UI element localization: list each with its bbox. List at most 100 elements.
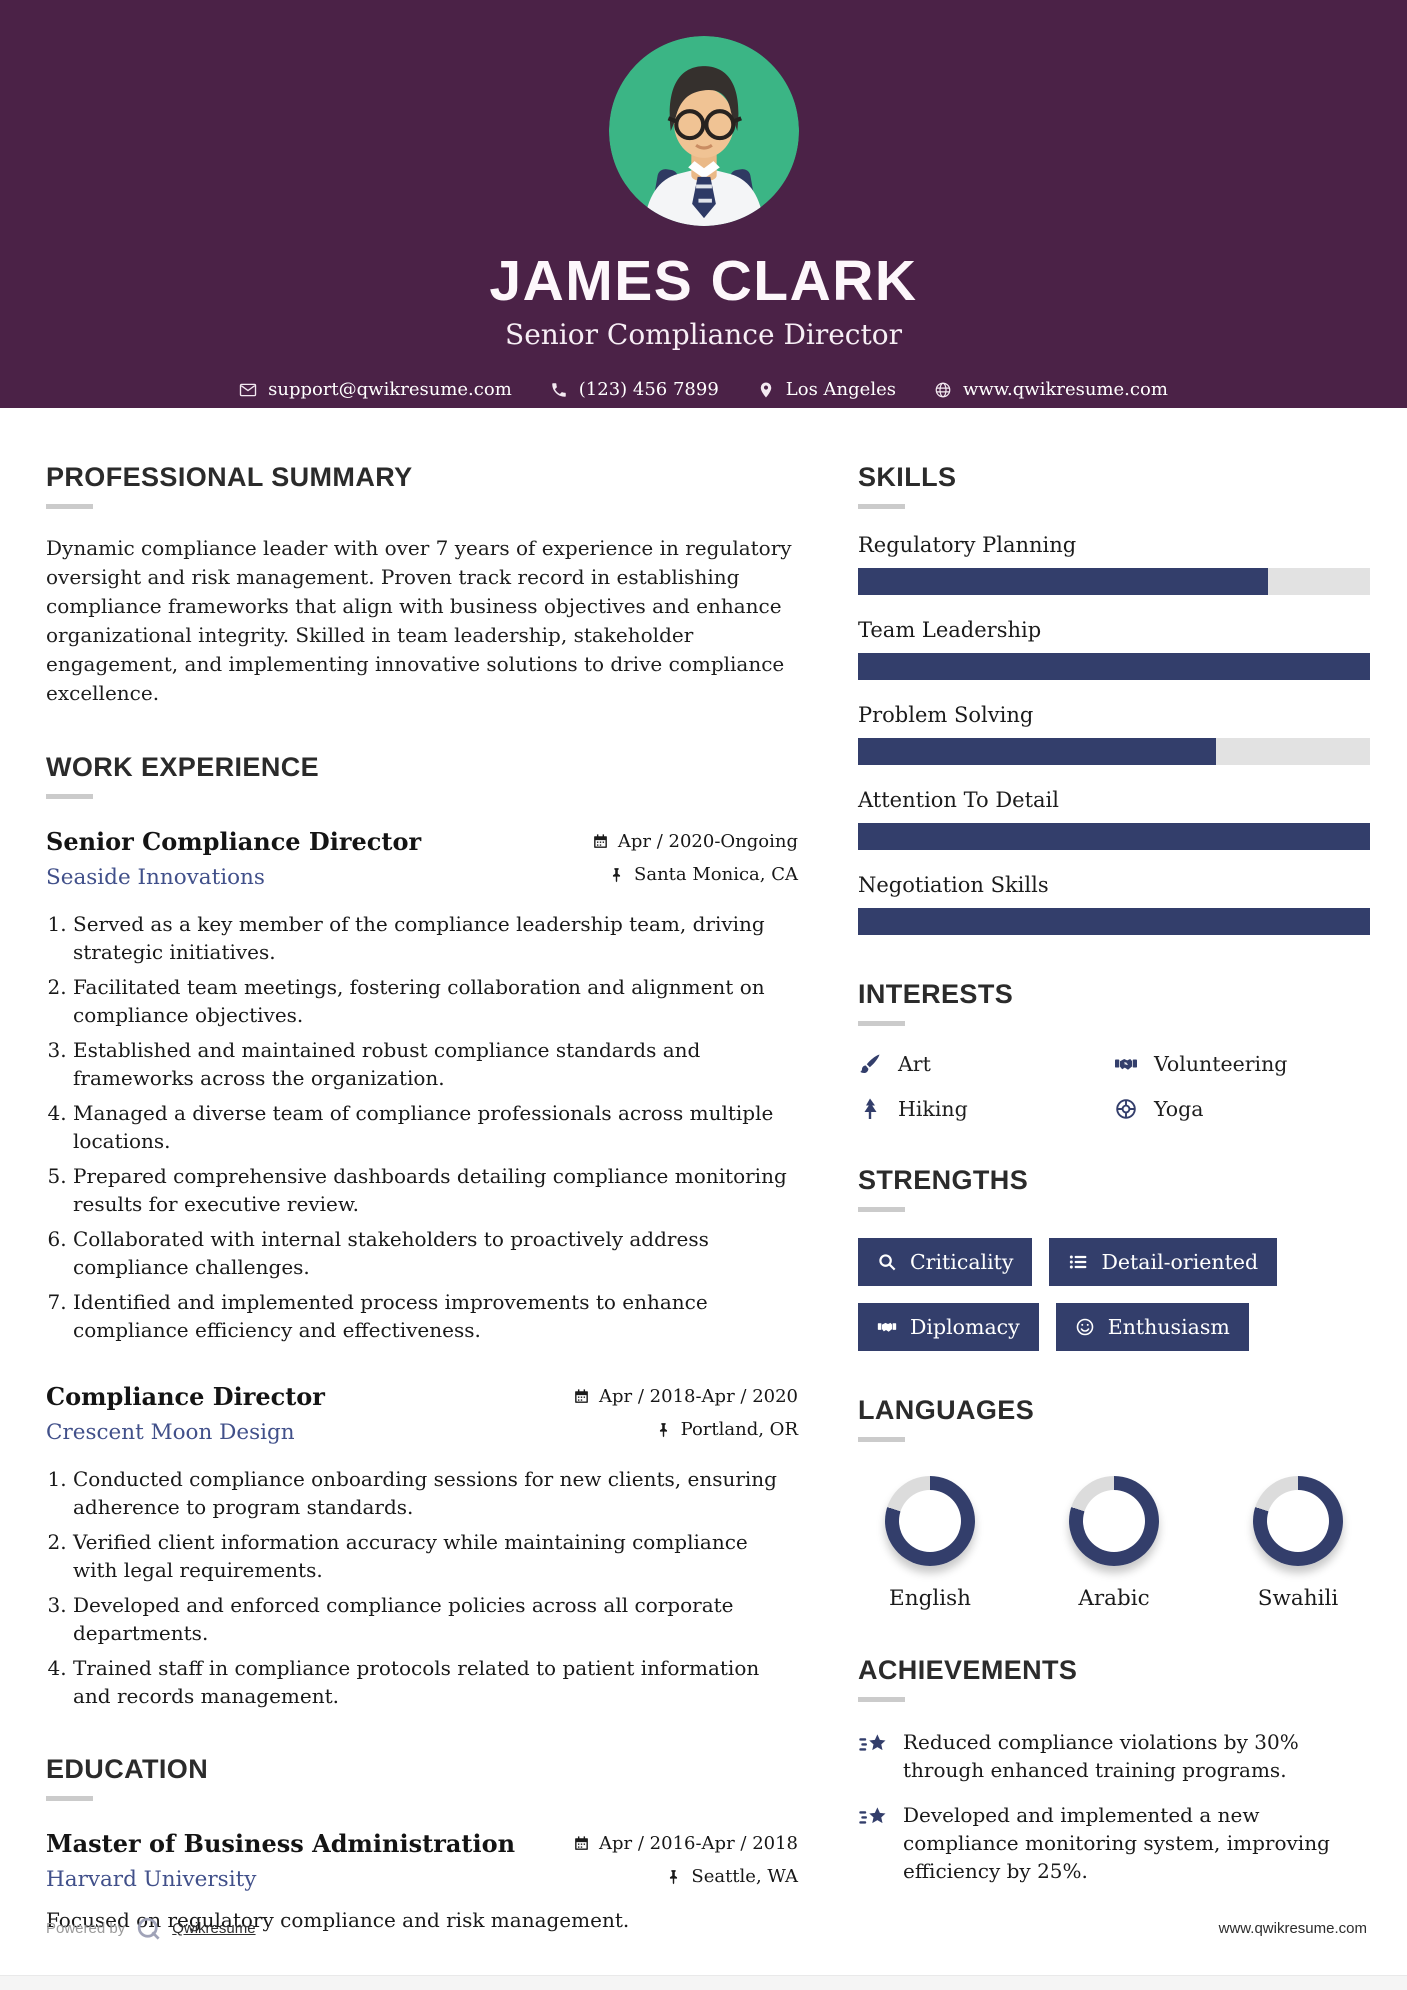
job-location-text: Santa Monica, CA bbox=[634, 864, 798, 885]
skill-bar-track bbox=[858, 653, 1370, 680]
search-icon bbox=[877, 1252, 897, 1272]
achievements-heading: ACHIEVEMENTS bbox=[858, 1655, 1078, 1685]
wheel-icon bbox=[1114, 1097, 1138, 1121]
qwikresume-link[interactable]: Qwikresume bbox=[172, 1920, 256, 1937]
skill-bar-track bbox=[858, 823, 1370, 850]
section-languages: LANGUAGES English Arabic bbox=[858, 1395, 1370, 1611]
job-entry: Compliance Director Crescent Moon Design… bbox=[46, 1382, 798, 1710]
job-bullet: Served as a key member of the compliance… bbox=[73, 910, 798, 966]
summary-heading: PROFESSIONAL SUMMARY bbox=[46, 462, 413, 492]
right-column: SKILLS Regulatory Planning Team Leade bbox=[858, 462, 1370, 1976]
achievement-item: Reduced compliance violations by 30% thr… bbox=[858, 1728, 1370, 1784]
section-interests: INTERESTS Art Volunteering bbox=[858, 979, 1370, 1121]
job-header: Compliance Director Crescent Moon Design… bbox=[46, 1382, 798, 1445]
education-entry: Master of Business Administration Harvar… bbox=[46, 1829, 798, 1932]
profile-photo bbox=[608, 36, 799, 226]
job-meta: Apr / 2020-Ongoing Santa Monica, CA bbox=[592, 827, 798, 885]
skills-heading: SKILLS bbox=[858, 462, 957, 492]
job-bullet: Managed a diverse team of compliance pro… bbox=[73, 1099, 798, 1155]
skill-bar-track bbox=[858, 908, 1370, 935]
achievement-text: Reduced compliance violations by 30% thr… bbox=[903, 1730, 1299, 1782]
interest-item: Yoga bbox=[1114, 1097, 1370, 1121]
language-item: Arabic bbox=[1050, 1476, 1178, 1611]
job-date-text: Apr / 2018-Apr / 2020 bbox=[599, 1386, 798, 1407]
strength-badge: Enthusiasm bbox=[1055, 1303, 1249, 1351]
job-entry: Senior Compliance Director Seaside Innov… bbox=[46, 827, 798, 1344]
section-professional-summary: PROFESSIONAL SUMMARY Dynamic compliance … bbox=[46, 462, 798, 708]
section-achievements: ACHIEVEMENTS Reduced compliance violatio… bbox=[858, 1655, 1370, 1885]
achievement-item: Developed and implemented a new complian… bbox=[858, 1801, 1370, 1885]
job-bullet: Collaborated with internal stakeholders … bbox=[73, 1225, 798, 1281]
section-education: EDUCATION Master of Business Administrat… bbox=[46, 1754, 798, 1932]
left-column: PROFESSIONAL SUMMARY Dynamic compliance … bbox=[46, 462, 798, 1976]
language-label: Swahili bbox=[1257, 1586, 1339, 1611]
interest-label: Art bbox=[898, 1052, 931, 1076]
job-meta: Apr / 2018-Apr / 2020 Portland, OR bbox=[573, 1382, 798, 1440]
job-bullet-list: Served as a key member of the compliance… bbox=[46, 910, 798, 1344]
job-title: Compliance Director bbox=[46, 1382, 325, 1411]
skill-bar-fill bbox=[858, 908, 1370, 935]
skill-bar-fill bbox=[858, 738, 1217, 765]
calendar-icon bbox=[573, 1388, 590, 1405]
tree-icon bbox=[858, 1097, 882, 1121]
skill-label: Negotiation Skills bbox=[858, 873, 1049, 897]
heading-rule bbox=[858, 504, 905, 509]
job-header: Senior Compliance Director Seaside Innov… bbox=[46, 827, 798, 890]
skill-item: Regulatory Planning bbox=[858, 533, 1370, 595]
education-heading: EDUCATION bbox=[46, 1754, 209, 1784]
job-bullet: Facilitated team meetings, fostering col… bbox=[73, 973, 798, 1029]
language-donut-chart bbox=[1069, 1476, 1159, 1566]
job-bullet: Identified and implemented process impro… bbox=[73, 1288, 798, 1344]
strength-badge: Detail-oriented bbox=[1049, 1238, 1278, 1286]
strength-badge: Criticality bbox=[858, 1238, 1033, 1286]
work-heading: WORK EXPERIENCE bbox=[46, 752, 320, 782]
contact-phone: (123) 456 7899 bbox=[550, 379, 719, 400]
contact-location: Los Angeles bbox=[757, 379, 896, 400]
education-meta: Apr / 2016-Apr / 2018 Seattle, WA bbox=[573, 1829, 798, 1887]
strength-badge: Diplomacy bbox=[858, 1303, 1039, 1351]
skill-bar-fill bbox=[858, 568, 1268, 595]
achievements-list: Reduced compliance violations by 30% thr… bbox=[858, 1728, 1370, 1885]
skill-label: Problem Solving bbox=[858, 703, 1034, 727]
strengths-heading: STRENGTHS bbox=[858, 1165, 1029, 1195]
education-school: Harvard University bbox=[46, 1867, 257, 1892]
job-company: Seaside Innovations bbox=[46, 865, 265, 890]
interest-item: Art bbox=[858, 1052, 1114, 1076]
shooting-star-icon bbox=[858, 1730, 888, 1760]
education-dates: Apr / 2016-Apr / 2018 bbox=[573, 1833, 798, 1854]
interest-label: Volunteering bbox=[1154, 1052, 1288, 1076]
skill-bar-track bbox=[858, 738, 1370, 765]
skill-bar-fill bbox=[858, 823, 1370, 850]
skills-list: Regulatory Planning Team Leadership bbox=[858, 533, 1370, 935]
language-item: Swahili bbox=[1234, 1476, 1362, 1611]
skill-bar-track bbox=[858, 568, 1370, 595]
contact-email-text[interactable]: support@qwikresume.com bbox=[268, 379, 512, 400]
paintbrush-icon bbox=[858, 1052, 882, 1076]
phone-icon bbox=[550, 381, 568, 399]
main-content: PROFESSIONAL SUMMARY Dynamic compliance … bbox=[0, 408, 1407, 1976]
heading-rule bbox=[858, 1207, 905, 1212]
job-bullet-list: Conducted compliance onboarding sessions… bbox=[46, 1465, 798, 1710]
language-label: English bbox=[889, 1586, 971, 1611]
education-location-text: Seattle, WA bbox=[691, 1866, 798, 1887]
job-bullet: Trained staff in compliance protocols re… bbox=[73, 1654, 798, 1710]
section-strengths: STRENGTHS Criticality Detail-oriented bbox=[858, 1165, 1370, 1351]
job-company: Crescent Moon Design bbox=[46, 1420, 295, 1445]
footer-site-link[interactable]: www.qwikresume.com bbox=[1218, 1920, 1367, 1937]
footer-branding: Powered by Qwikresume bbox=[46, 1915, 256, 1942]
calendar-icon bbox=[573, 1835, 590, 1852]
job-bullet: Developed and enforced compliance polici… bbox=[73, 1591, 798, 1647]
contact-email: support@qwikresume.com bbox=[239, 379, 512, 400]
heading-rule bbox=[858, 1021, 905, 1026]
job-title: Senior Compliance Director bbox=[46, 827, 422, 856]
qwikresume-logo-icon bbox=[135, 1915, 162, 1942]
avatar-illustration bbox=[608, 36, 799, 226]
interests-grid: Art Volunteering Hiking bbox=[858, 1052, 1370, 1121]
language-label: Arabic bbox=[1078, 1586, 1150, 1611]
section-skills: SKILLS Regulatory Planning Team Leade bbox=[858, 462, 1370, 935]
list-icon bbox=[1068, 1252, 1088, 1272]
bottom-strip bbox=[0, 1975, 1407, 1990]
contact-website-text[interactable]: www.qwikresume.com bbox=[962, 379, 1168, 400]
job-location-text: Portland, OR bbox=[680, 1419, 798, 1440]
